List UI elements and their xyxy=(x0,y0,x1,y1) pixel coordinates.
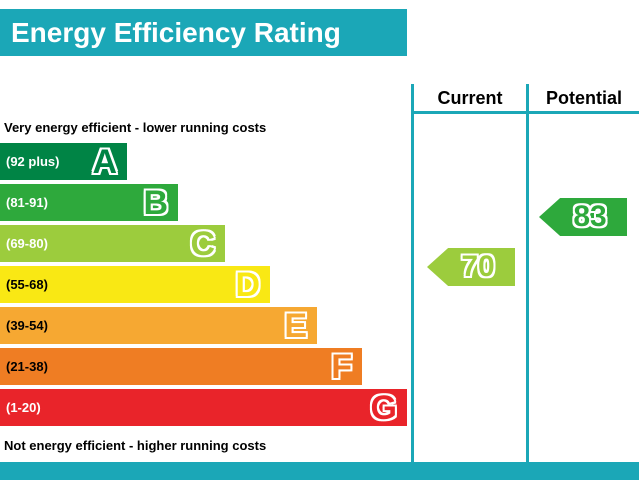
bottom-teal-bar xyxy=(0,462,639,480)
band-letter: D xyxy=(234,265,262,304)
band-row-d: (55-68) D xyxy=(0,266,270,303)
band-range-label: (69-80) xyxy=(6,236,48,251)
chart-title: Energy Efficiency Rating xyxy=(11,16,341,48)
band-list: (92 plus) A (81-91) B (69-80) C (55-68) … xyxy=(0,143,407,430)
band-letter: G xyxy=(369,388,399,427)
band-letter: E xyxy=(283,306,309,345)
top-note: Very energy efficient - lower running co… xyxy=(4,120,267,135)
band-range-label: (21-38) xyxy=(6,359,48,374)
band-range-label: (1-20) xyxy=(6,400,41,415)
band-range-label: (55-68) xyxy=(6,277,48,292)
bottom-note: Not energy efficient - higher running co… xyxy=(4,438,267,453)
band-letter: F xyxy=(330,347,354,386)
band-range-label: (92 plus) xyxy=(6,154,60,169)
band-letter: A xyxy=(91,142,119,181)
band-row-e: (39-54) E xyxy=(0,307,317,344)
band-letter: B xyxy=(142,183,170,222)
column-header-underline xyxy=(411,111,639,114)
band-row-b: (81-91) B xyxy=(0,184,178,221)
potential-rating-value: 83 xyxy=(572,200,608,233)
band-row-a: (92 plus) A xyxy=(0,143,127,180)
band-letter: C xyxy=(189,224,217,263)
band-row-f: (21-38) F xyxy=(0,348,362,385)
band-row-c: (69-80) C xyxy=(0,225,225,262)
band-row-g: (1-20) G xyxy=(0,389,407,426)
potential-column-left-border xyxy=(526,84,529,462)
potential-rating-arrow: 83 xyxy=(539,198,627,236)
band-range-label: (39-54) xyxy=(6,318,48,333)
current-rating-arrow: 70 xyxy=(427,248,515,286)
current-column-left-border xyxy=(411,84,414,462)
potential-column-header: Potential xyxy=(545,88,622,108)
chart-title-bar: Energy Efficiency Rating xyxy=(0,9,407,56)
current-column-header: Current xyxy=(437,88,503,108)
band-range-label: (81-91) xyxy=(6,195,48,210)
current-rating-value: 70 xyxy=(460,250,496,283)
